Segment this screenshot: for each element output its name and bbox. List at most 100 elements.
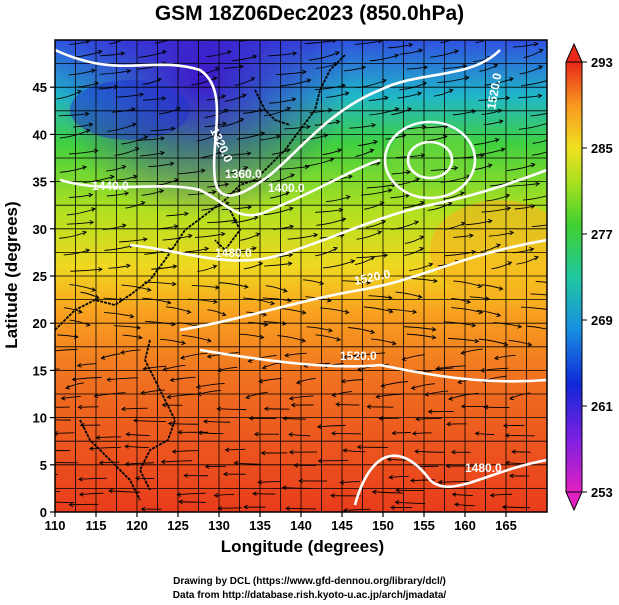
- streamline-arrow: [344, 309, 350, 315]
- streamline-arrow: [460, 350, 466, 356]
- streamline: [389, 475, 409, 478]
- colorbar: 293 285 277 269 261 253: [565, 42, 613, 512]
- streamline: [406, 66, 428, 70]
- streamline: [120, 349, 141, 354]
- streamline-arrow: [126, 263, 131, 269]
- streamline-arrow: [82, 230, 88, 236]
- streamline: [126, 433, 150, 437]
- streamline-arrow: [166, 300, 172, 305]
- streamline-arrow: [327, 108, 333, 113]
- colorbar-bar: [565, 61, 583, 493]
- streamline-arrow: [77, 476, 83, 482]
- streamline: [451, 307, 483, 314]
- streamline-arrow: [494, 137, 500, 143]
- streamline-arrow: [50, 500, 54, 504]
- streamline-arrow: [313, 232, 319, 238]
- streamline: [267, 52, 297, 57]
- streamline-arrow: [124, 444, 129, 449]
- streamline: [430, 167, 458, 171]
- streamline: [226, 166, 248, 175]
- streamline: [69, 319, 91, 326]
- streamline: [142, 78, 162, 85]
- streamline-arrow: [395, 487, 400, 493]
- streamline-arrow: [71, 377, 77, 382]
- streamline-arrow: [161, 402, 167, 408]
- contour-label: 1400.0: [268, 181, 305, 195]
- streamline: [469, 296, 490, 300]
- streamline: [477, 309, 501, 317]
- streamline: [101, 353, 120, 359]
- streamline: [388, 44, 413, 49]
- streamline-arrow: [474, 338, 480, 344]
- streamline: [224, 94, 246, 102]
- streamline: [404, 326, 436, 331]
- streamline-arrow: [390, 505, 395, 510]
- streamline: [99, 461, 120, 464]
- streamline-arrow: [427, 409, 433, 415]
- streamline-arrow: [302, 69, 307, 75]
- streamline: [70, 268, 102, 272]
- streamline-arrow: [77, 89, 82, 95]
- streamline-arrow: [204, 246, 210, 252]
- streamline-arrow: [125, 432, 130, 437]
- streamline-arrow: [471, 249, 477, 255]
- streamline: [354, 40, 383, 45]
- streamline-arrow: [38, 449, 42, 453]
- streamline-arrow: [507, 261, 513, 266]
- streamline-arrow: [241, 93, 247, 98]
- streamline: [218, 507, 242, 509]
- streamline-arrow: [252, 491, 257, 496]
- streamline: [150, 127, 175, 132]
- x-tick-label: 165: [495, 518, 517, 533]
- streamline-arrow: [411, 431, 417, 436]
- streamline-arrow: [253, 431, 259, 437]
- streamline: [69, 40, 90, 45]
- streamline-arrow: [414, 449, 419, 454]
- streamline: [100, 52, 125, 57]
- streamline: [63, 307, 83, 313]
- streamline-arrow: [142, 237, 148, 242]
- streamline: [309, 51, 340, 61]
- streamline: [214, 493, 235, 496]
- grid-lines: [54, 39, 548, 513]
- streamline: [188, 298, 218, 303]
- streamline: [89, 446, 121, 450]
- streamline: [526, 325, 547, 330]
- streamline-arrow: [159, 188, 165, 194]
- streamline-arrow: [505, 193, 511, 199]
- streamline-arrow: [200, 168, 206, 174]
- streamline-arrow: [139, 92, 145, 97]
- streamline: [288, 433, 311, 437]
- streamline: [55, 490, 60, 492]
- streamline: [166, 213, 189, 217]
- streamline-arrow: [370, 256, 376, 261]
- streamline: [387, 308, 417, 313]
- streamline: [437, 76, 469, 84]
- streamline: [518, 95, 542, 99]
- streamline-arrow: [423, 65, 428, 70]
- streamline: [66, 221, 94, 225]
- streamline-arrow: [28, 471, 32, 475]
- streamline-arrow: [336, 336, 341, 342]
- streamline-arrow: [338, 207, 344, 213]
- streamline-arrow: [356, 444, 362, 450]
- streamline-arrow: [239, 117, 245, 123]
- streamline-arrow: [84, 111, 90, 117]
- map-title: GSM 18Z06Dec2023 (850.0hPa): [154, 2, 465, 25]
- streamline: [516, 256, 539, 265]
- streamline-arrow: [394, 500, 400, 505]
- streamline: [265, 285, 288, 292]
- streamline-arrow: [217, 505, 223, 511]
- streamline-arrow: [330, 493, 335, 499]
- streamline: [354, 256, 375, 265]
- streamline-arrow: [213, 299, 218, 305]
- streamline: [486, 194, 510, 202]
- streamline-arrow: [388, 474, 394, 480]
- streamline-arrow: [47, 405, 51, 409]
- streamline: [323, 260, 355, 269]
- streamline-arrow: [124, 461, 130, 467]
- streamline: [319, 307, 349, 313]
- credit-drawing: Drawing by DCL (https://www.gfd-dennou.o…: [173, 576, 446, 587]
- streamline-arrow: [509, 76, 514, 82]
